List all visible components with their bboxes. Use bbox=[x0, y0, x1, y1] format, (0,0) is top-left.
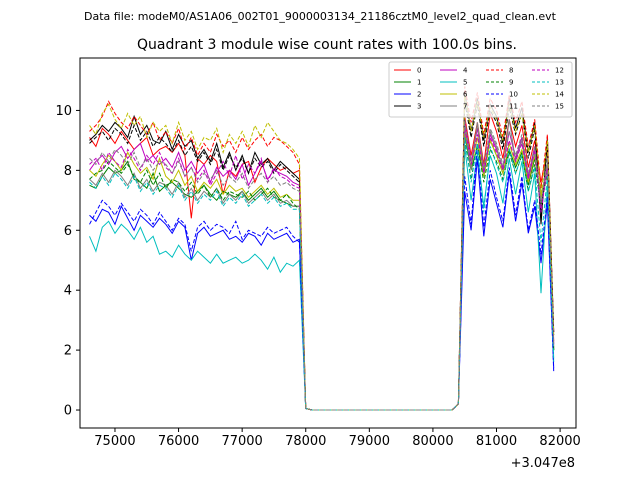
legend-label-13: 13 bbox=[555, 79, 564, 87]
legend-label-2: 2 bbox=[417, 91, 421, 99]
series-line-5 bbox=[89, 146, 555, 411]
axes-frame bbox=[79, 57, 577, 429]
series-line-8 bbox=[89, 86, 555, 411]
file-header: Data file: modeM0/AS1A06_002T01_90000031… bbox=[84, 10, 557, 23]
x-tick-label: 77000 bbox=[221, 434, 262, 449]
legend-label-1: 1 bbox=[417, 79, 421, 87]
y-tick-label: 6 bbox=[64, 224, 72, 239]
series-line-11 bbox=[89, 101, 555, 411]
legend-label-14: 14 bbox=[555, 91, 564, 99]
legend-label-11: 11 bbox=[509, 103, 518, 111]
x-tick-label: 75000 bbox=[94, 434, 135, 449]
y-axis: 0 2 4 6 8 10 bbox=[55, 104, 80, 419]
x-axis: 75000 76000 77000 78000 79000 80000 81000 82000 bbox=[94, 428, 581, 449]
series-line-9 bbox=[89, 140, 555, 411]
legend-label-8: 8 bbox=[509, 67, 513, 75]
legend-label-5: 5 bbox=[463, 79, 467, 87]
legend-box bbox=[388, 61, 573, 118]
legend-label-12: 12 bbox=[555, 67, 564, 75]
y-tick-label: 8 bbox=[64, 164, 72, 179]
legend-label-6: 6 bbox=[463, 91, 468, 99]
series-line-12 bbox=[89, 128, 555, 411]
legend-label-9: 9 bbox=[509, 79, 513, 87]
legend-label-3: 3 bbox=[417, 103, 421, 111]
x-offset-label: +3.047e8 bbox=[511, 456, 575, 471]
x-tick-label: 80000 bbox=[412, 434, 453, 449]
series-line-2 bbox=[89, 158, 555, 411]
series-line-0 bbox=[89, 113, 555, 411]
x-tick-label: 82000 bbox=[539, 434, 580, 449]
y-tick-label: 4 bbox=[64, 284, 72, 299]
series-line-15 bbox=[89, 119, 555, 411]
chart-title: Quadrant 3 module wise count rates with … bbox=[137, 37, 517, 53]
legend-label-4: 4 bbox=[463, 67, 468, 75]
x-tick-label: 79000 bbox=[349, 434, 390, 449]
series-line-3 bbox=[89, 92, 555, 411]
legend-label-7: 7 bbox=[463, 103, 467, 111]
y-tick-label: 0 bbox=[64, 404, 72, 419]
x-tick-label: 81000 bbox=[476, 434, 517, 449]
legend-label-15: 15 bbox=[555, 103, 564, 111]
y-tick-label: 10 bbox=[55, 104, 72, 119]
x-tick-label: 76000 bbox=[158, 434, 199, 449]
plot-lines bbox=[89, 86, 555, 411]
legend-label-0: 0 bbox=[417, 67, 421, 75]
x-tick-label: 78000 bbox=[285, 434, 326, 449]
legend-label-10: 10 bbox=[509, 91, 518, 99]
y-tick-label: 2 bbox=[64, 344, 72, 359]
series-line-13 bbox=[89, 137, 555, 411]
